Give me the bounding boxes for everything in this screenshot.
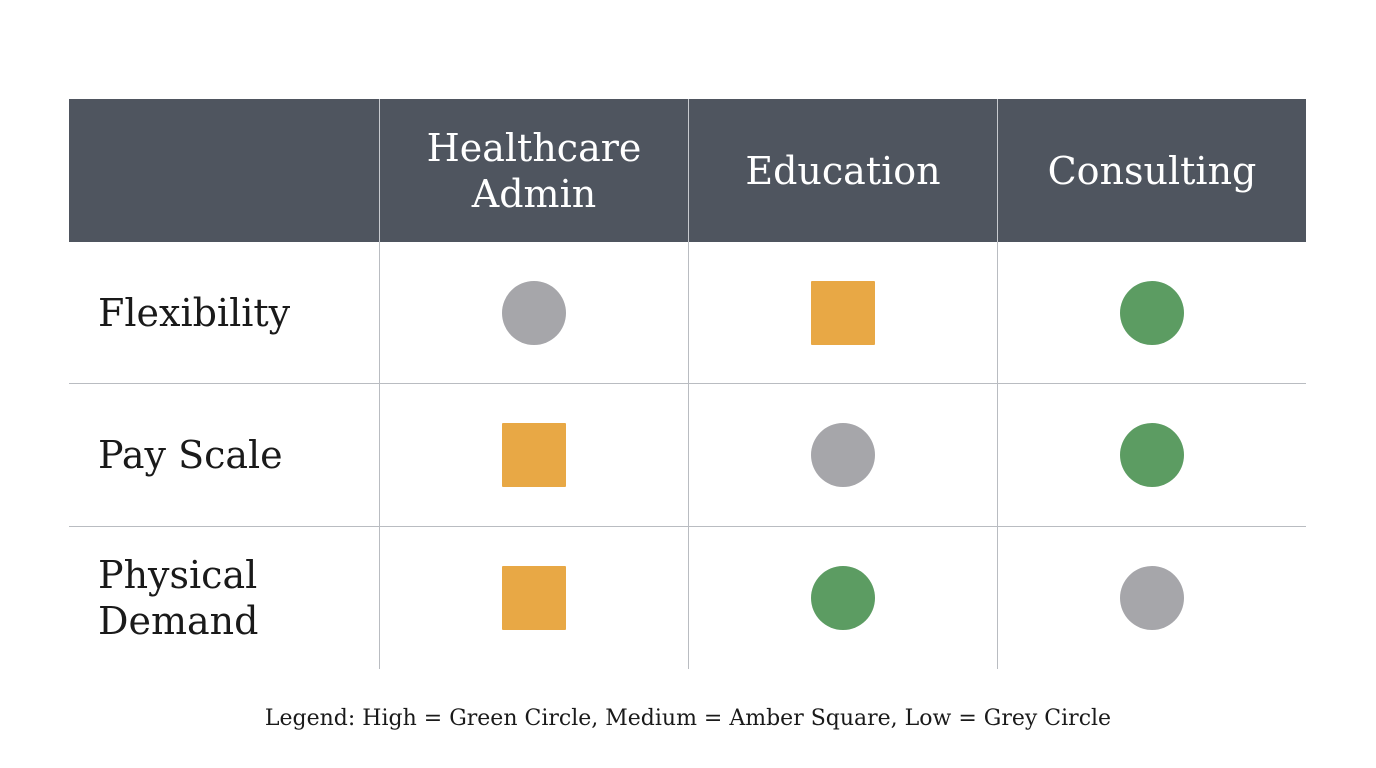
matrix-cell	[997, 527, 1306, 669]
column-header-consulting: Consulting	[997, 99, 1306, 242]
rating-low-circle-marker	[502, 280, 566, 345]
rating-medium-square-marker	[502, 566, 566, 630]
matrix-cell	[688, 384, 997, 527]
row-label-physical-demand: Physical Demand	[98, 553, 259, 643]
rating-medium-square-marker	[502, 423, 566, 487]
matrix-cell	[379, 384, 688, 527]
legend-text: Legend: High = Green Circle, Medium = Am…	[264, 706, 1112, 731]
matrix-cell	[997, 384, 1306, 527]
matrix-cell	[688, 527, 997, 669]
matrix-cell	[997, 242, 1306, 384]
comparison-matrix: Healthcare Admin Education Consulting Fl…	[69, 99, 1306, 669]
matrix-cell	[688, 242, 997, 384]
rating-low-circle-marker	[1120, 566, 1184, 630]
row-label-flexibility: Flexibility	[69, 242, 379, 384]
column-header-healthcare-admin: Healthcare Admin	[379, 99, 688, 242]
matrix-cell	[379, 242, 688, 384]
rating-high-circle-marker	[1120, 280, 1184, 345]
matrix-cell	[379, 527, 688, 669]
row-label-pay-scale: Pay Scale	[69, 384, 379, 527]
column-header-education: Education	[688, 99, 997, 242]
rating-medium-square-marker	[811, 280, 875, 345]
rating-high-circle-marker	[1120, 423, 1184, 487]
header-corner-cell	[69, 99, 379, 242]
rating-high-circle-marker	[811, 566, 875, 630]
rating-low-circle-marker	[811, 423, 875, 487]
